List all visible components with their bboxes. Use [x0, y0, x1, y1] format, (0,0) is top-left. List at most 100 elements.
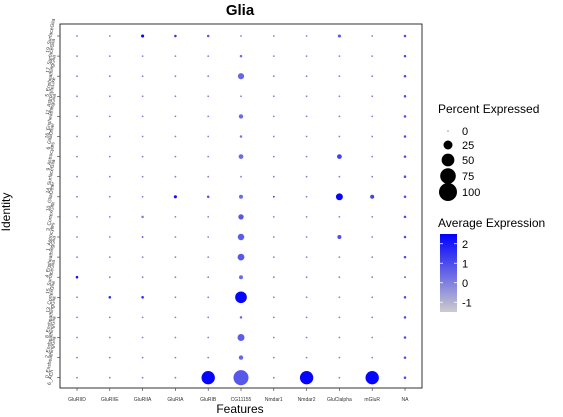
dot: [404, 296, 407, 299]
dot: [76, 95, 78, 97]
dot: [300, 371, 313, 384]
dot: [404, 75, 407, 78]
dot: [207, 236, 209, 238]
dot: [238, 73, 244, 79]
dot: [141, 296, 144, 299]
x-axis-title: Features: [216, 402, 263, 416]
size-legend-label: 0: [462, 126, 468, 138]
dot: [175, 276, 177, 278]
dot: [142, 357, 144, 359]
dot: [371, 236, 373, 238]
dot: [238, 334, 245, 341]
dot: [207, 337, 209, 339]
dot: [404, 55, 407, 58]
dot: [404, 276, 406, 278]
dot: [339, 357, 341, 359]
average-expression-legend: Average Expression 210-1: [438, 216, 545, 312]
dot: [306, 276, 308, 278]
dot: [175, 236, 177, 238]
dot: [175, 317, 177, 319]
dot: [175, 116, 177, 118]
dot: [141, 34, 144, 37]
dot: [273, 95, 275, 97]
dot: [207, 196, 210, 199]
dot: [142, 236, 144, 238]
dot: [175, 156, 177, 158]
dot: [371, 75, 373, 77]
dot: [109, 75, 111, 77]
dot: [306, 216, 308, 218]
dot: [175, 216, 177, 218]
dot: [273, 55, 275, 57]
dot: [207, 116, 209, 118]
percent-expressed-legend: Percent Expressed 0255075100: [438, 102, 539, 201]
dot: [142, 116, 144, 118]
x-tick-label: GluRIA: [167, 397, 184, 403]
dot: [240, 135, 243, 138]
dot: [371, 296, 373, 298]
dot: [306, 95, 308, 97]
dot: [109, 136, 111, 138]
dot: [306, 337, 308, 339]
dot: [240, 55, 243, 58]
dot: [142, 136, 144, 138]
x-tick-label: GluRIIA: [134, 397, 152, 403]
x-tick-label: GluClalpha: [327, 397, 352, 403]
dot: [142, 176, 144, 178]
dot: [142, 95, 144, 97]
dot: [404, 95, 407, 98]
dot: [142, 75, 144, 77]
dot: [76, 176, 78, 178]
dot: [306, 357, 308, 359]
dot: [337, 154, 342, 159]
dot: [109, 55, 111, 57]
dot: [338, 34, 341, 37]
dot: [404, 135, 407, 138]
dot: [339, 276, 341, 278]
dot: [371, 95, 373, 97]
x-tick-label: Nmdar2: [298, 397, 316, 403]
color-legend-label: 1: [462, 258, 468, 270]
dot: [404, 115, 407, 118]
dot: [273, 357, 275, 359]
dot: [273, 296, 275, 298]
dot: [404, 316, 407, 319]
size-legend-label: 100: [462, 187, 480, 199]
dot: [142, 55, 144, 57]
color-legend-bar: [440, 234, 457, 312]
dot: [273, 216, 275, 218]
dot: [339, 296, 341, 298]
dot: [233, 370, 248, 385]
dot: [306, 55, 308, 57]
dot: [306, 236, 308, 238]
dot: [366, 371, 379, 384]
percent-expressed-legend-title: Percent Expressed: [438, 102, 539, 116]
size-legend-dot: [444, 141, 453, 150]
dot: [371, 35, 373, 37]
dot: [76, 296, 78, 298]
dot: [76, 136, 78, 138]
dot: [109, 156, 111, 158]
size-legend-label: 75: [462, 171, 474, 183]
dot: [306, 136, 308, 138]
dot: [240, 316, 243, 319]
dot: [175, 75, 177, 77]
dot: [76, 55, 78, 57]
dot: [404, 336, 407, 339]
dot: [109, 216, 111, 218]
dot: [371, 276, 373, 278]
dot: [273, 75, 275, 77]
dot: [109, 377, 111, 379]
dot: [306, 317, 308, 319]
dot: [306, 176, 308, 178]
dot: [371, 256, 373, 258]
dot: [371, 357, 373, 359]
dot: [240, 176, 242, 178]
dot: [239, 355, 243, 359]
dot: [371, 337, 373, 339]
dot: [109, 196, 111, 198]
dot: [339, 116, 341, 118]
color-legend-label: 2: [462, 239, 468, 251]
dot: [273, 136, 275, 138]
